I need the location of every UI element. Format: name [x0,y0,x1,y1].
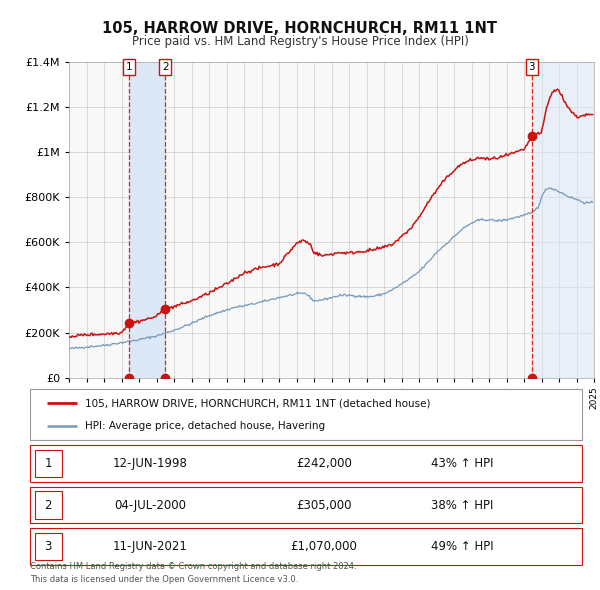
Bar [129,62,165,378]
Text: Price paid vs. HM Land Registry's House Price Index (HPI): Price paid vs. HM Land Registry's House … [131,35,469,48]
Text: 04-JUL-2000: 04-JUL-2000 [114,499,186,512]
Text: 11-JUN-2021: 11-JUN-2021 [113,540,187,553]
Text: 3: 3 [44,540,52,553]
Text: £305,000: £305,000 [296,499,352,512]
Text: 2: 2 [44,499,52,512]
Text: 105, HARROW DRIVE, HORNCHURCH, RM11 1NT: 105, HARROW DRIVE, HORNCHURCH, RM11 1NT [103,21,497,35]
Text: Contains HM Land Registry data © Crown copyright and database right 2024.: Contains HM Land Registry data © Crown c… [30,562,356,571]
Text: 38% ↑ HPI: 38% ↑ HPI [431,499,493,512]
Text: 3: 3 [529,62,535,72]
Text: 12-JUN-1998: 12-JUN-1998 [113,457,187,470]
Text: HPI: Average price, detached house, Havering: HPI: Average price, detached house, Have… [85,421,325,431]
Text: 105, HARROW DRIVE, HORNCHURCH, RM11 1NT (detached house): 105, HARROW DRIVE, HORNCHURCH, RM11 1NT … [85,398,431,408]
Text: £242,000: £242,000 [296,457,352,470]
Text: 43% ↑ HPI: 43% ↑ HPI [431,457,493,470]
Text: 1: 1 [44,457,52,470]
Text: This data is licensed under the Open Government Licence v3.0.: This data is licensed under the Open Gov… [30,575,298,584]
Text: 49% ↑ HPI: 49% ↑ HPI [431,540,493,553]
Text: £1,070,000: £1,070,000 [290,540,358,553]
Text: 2: 2 [162,62,169,72]
Text: 1: 1 [126,62,133,72]
Bar [532,62,594,378]
